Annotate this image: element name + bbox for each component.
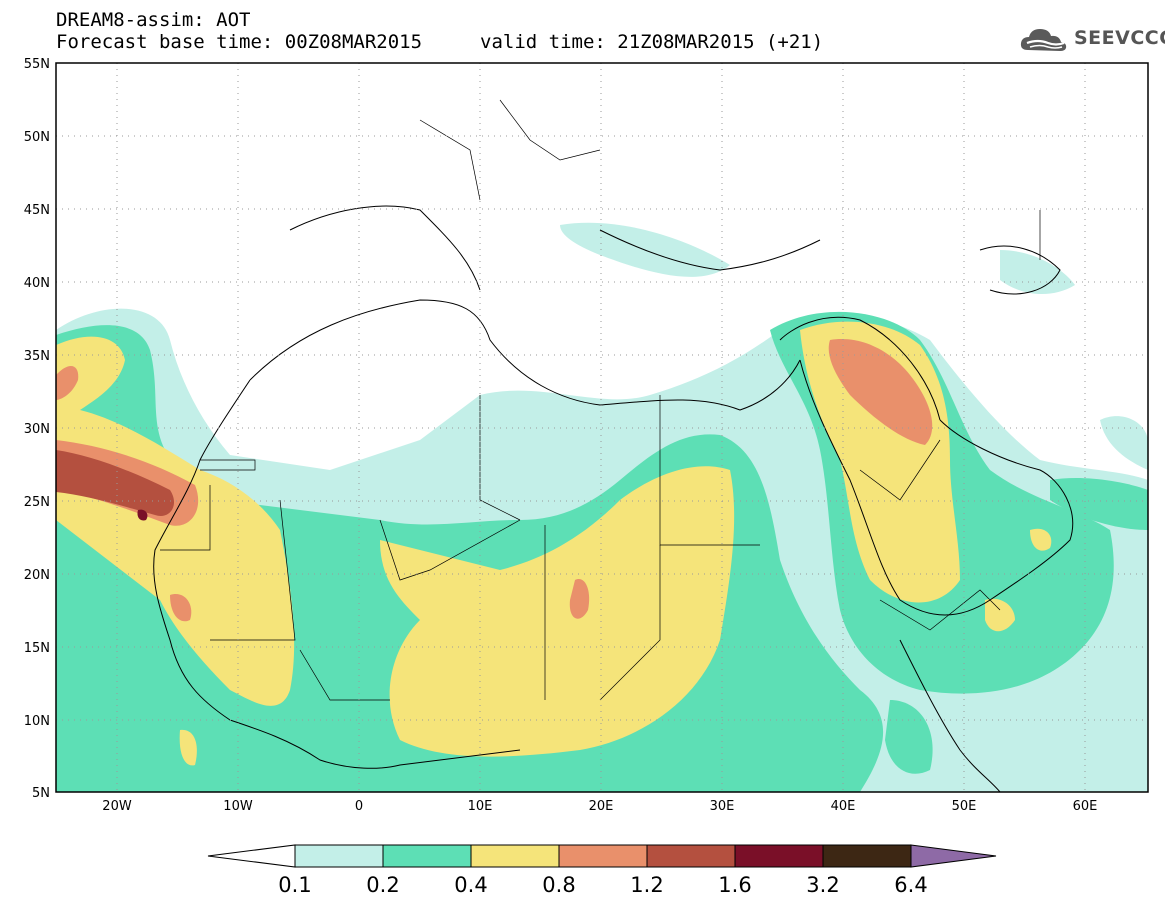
colorbar-swatch — [294, 844, 384, 868]
aot-field — [56, 222, 1148, 792]
map-title: DREAM8-assim: AOT — [56, 9, 251, 31]
aot-layer-12 — [56, 450, 175, 516]
lon-label: 30E — [710, 799, 735, 814]
aot-layer-16 — [137, 509, 148, 521]
lat-label: 50N — [24, 130, 50, 145]
lon-label: 40E — [831, 799, 856, 814]
colorbar-under-triangle — [207, 844, 296, 868]
seevccc-logo: SEEVCCC — [1018, 24, 1165, 56]
colorbar-label: 1.6 — [718, 873, 751, 897]
lat-label: 5N — [32, 786, 50, 801]
coastlines — [153, 205, 1074, 792]
lon-label: 10W — [223, 799, 253, 814]
lat-label: 45N — [24, 203, 50, 218]
colorbar-label: 1.2 — [630, 873, 663, 897]
forecast-base-time: Forecast base time: 00Z08MAR2015 — [56, 31, 423, 53]
colorbar-swatch — [822, 844, 912, 868]
colorbar-over-triangle — [910, 844, 997, 868]
lat-label: 10N — [24, 714, 50, 729]
lat-label: 25N — [24, 495, 50, 510]
latitude-axis: 55N 50N 45N 40N 35N 30N 25N 20N 15N 10N … — [24, 57, 50, 801]
map-frame — [55, 62, 1149, 793]
colorbar-swatch — [470, 844, 560, 868]
gridlines — [56, 63, 1148, 792]
lon-label: 50E — [952, 799, 977, 814]
logo-text: SEEVCCC — [1074, 27, 1165, 49]
colorbar-label: 0.1 — [278, 873, 311, 897]
colorbar-label: 0.8 — [542, 873, 575, 897]
lon-label: 0 — [355, 799, 363, 814]
lon-label: 20W — [102, 799, 132, 814]
colorbar-swatch — [382, 844, 472, 868]
colorbar-label: 3.2 — [806, 873, 839, 897]
lat-label: 15N — [24, 641, 50, 656]
lat-label: 35N — [24, 349, 50, 364]
lat-label: 55N — [24, 57, 50, 72]
lon-label: 20E — [589, 799, 614, 814]
longitude-axis: 20W 10W 0 10E 20E 30E 40E 50E 60E — [102, 799, 1097, 814]
lat-label: 30N — [24, 422, 50, 437]
colorbar-swatch — [646, 844, 736, 868]
cloud-logo-icon — [1020, 29, 1067, 51]
colorbar-label: 0.2 — [366, 873, 399, 897]
lat-label: 40N — [24, 276, 50, 291]
valid-time: valid time: 21Z08MAR2015 (+21) — [480, 31, 824, 53]
colorbar-label: 0.4 — [454, 873, 487, 897]
colorbar-swatches — [207, 844, 997, 868]
colorbar-swatch — [558, 844, 648, 868]
colorbar-swatch — [734, 844, 824, 868]
time-info-row: Forecast base time: 00Z08MAR2015 valid t… — [56, 32, 823, 92]
lon-label: 10E — [468, 799, 493, 814]
colorbar-label: 6.4 — [894, 873, 927, 897]
colorbar-labels: 0.1 0.2 0.4 0.8 1.2 1.6 3.2 6.4 — [278, 873, 927, 897]
lon-label: 60E — [1073, 799, 1098, 814]
lat-label: 20N — [24, 568, 50, 583]
